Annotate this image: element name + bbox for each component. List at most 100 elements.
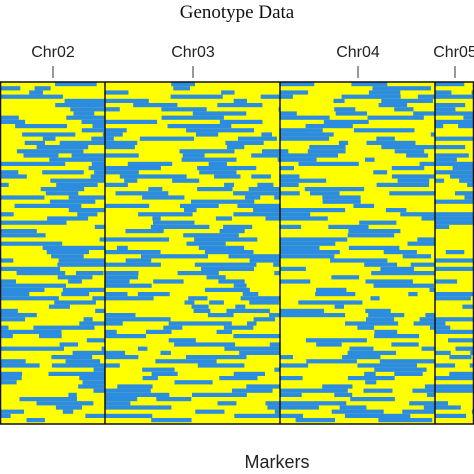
- heatmap-cell-allele-b: [57, 262, 105, 267]
- heatmap-cell-allele-b: [105, 334, 146, 339]
- heatmap-cell-allele-b: [181, 157, 237, 162]
- heatmap-cell-allele-b: [45, 191, 79, 196]
- heatmap-cell-allele-b: [105, 317, 171, 322]
- heatmap-cell-allele-b: [219, 376, 258, 381]
- heatmap-cell-allele-b: [435, 199, 474, 204]
- heatmap-cell-allele-b: [280, 392, 302, 397]
- heatmap-cell-allele-b: [47, 216, 89, 221]
- heatmap-cell-allele-b: [452, 166, 474, 171]
- heatmap-cell-allele-b: [24, 140, 45, 145]
- heatmap-cell-allele-b: [148, 187, 163, 192]
- heatmap-cell-allele-b: [62, 287, 105, 292]
- heatmap-cell-allele-b: [233, 334, 280, 339]
- heatmap-cell-allele-b: [137, 346, 148, 351]
- chart-title: Genotype Data: [179, 2, 295, 23]
- heatmap-cell-allele-b: [280, 224, 302, 229]
- heatmap-cell-allele-b: [345, 321, 399, 326]
- heatmap-cell-allele-b: [105, 397, 138, 402]
- heatmap-cell-allele-b: [93, 388, 105, 393]
- heatmap-cell-allele-b: [105, 119, 158, 124]
- heatmap-cell-allele-b: [225, 140, 264, 145]
- heatmap-cell-allele-b: [365, 380, 377, 385]
- heatmap-cell-allele-b: [334, 304, 344, 309]
- heatmap-cell-allele-b: [237, 203, 280, 208]
- heatmap-cell-allele-b: [105, 413, 153, 418]
- heatmap-cell-allele-b: [280, 216, 328, 221]
- heatmap-cell-allele-b: [172, 178, 200, 183]
- heatmap-cell-allele-b: [410, 262, 435, 267]
- heatmap-cell-allele-b: [419, 317, 435, 322]
- heatmap-cell-allele-b: [197, 363, 245, 368]
- heatmap-cell-allele-b: [322, 384, 353, 389]
- heatmap-cell-allele-b: [247, 321, 257, 326]
- heatmap-cell-allele-b: [280, 174, 300, 179]
- heatmap-cell-allele-b: [59, 342, 78, 347]
- heatmap-cell-allele-b: [79, 321, 105, 326]
- heatmap-cell-allele-b: [280, 178, 327, 183]
- heatmap-cell-allele-b: [51, 254, 84, 259]
- heatmap-cell-allele-b: [75, 271, 104, 276]
- heatmap-cell-allele-b: [331, 409, 384, 414]
- heatmap-cell-allele-b: [429, 287, 435, 292]
- heatmap-cell-allele-b: [40, 187, 85, 192]
- heatmap-cell-allele-b: [298, 300, 363, 305]
- heatmap-cell-allele-b: [209, 300, 224, 305]
- heatmap-cell-allele-b: [334, 392, 353, 397]
- heatmap-cell-allele-b: [15, 124, 68, 129]
- heatmap-cell-allele-b: [142, 367, 175, 372]
- heatmap-cell-allele-b: [64, 98, 105, 103]
- heatmap-cell-allele-b: [141, 254, 208, 259]
- heatmap-cell-allele-b: [280, 401, 347, 406]
- heatmap-cell-allele-b: [449, 355, 472, 360]
- heatmap-cell-allele-b: [105, 166, 161, 171]
- heatmap-cell-allele-b: [156, 397, 192, 402]
- heatmap-cell-allele-b: [459, 178, 474, 183]
- heatmap-cell-allele-b: [335, 111, 367, 116]
- heatmap-cell-allele-b: [191, 304, 209, 309]
- heatmap-cell-allele-b: [409, 401, 435, 406]
- heatmap-cell-allele-b: [151, 371, 178, 376]
- heatmap-cell-allele-b: [79, 376, 105, 381]
- heatmap-cell-allele-b: [280, 82, 315, 87]
- heatmap-cell-allele-b: [421, 346, 435, 351]
- heatmap-cell-allele-b: [207, 313, 234, 318]
- heatmap-cell-allele-b: [59, 140, 105, 145]
- heatmap-cell-allele-b: [435, 178, 445, 183]
- heatmap-cell-allele-b: [105, 140, 138, 145]
- heatmap-cell-allele-b: [0, 279, 16, 284]
- heatmap-cell-allele-b: [192, 392, 247, 397]
- heatmap-cell-allele-b: [61, 292, 90, 297]
- heatmap-cell-allele-b: [0, 220, 67, 225]
- heatmap-cell-allele-b: [82, 380, 105, 385]
- heatmap-cell-allele-b: [406, 153, 429, 158]
- heatmap-cell-allele-b: [105, 203, 150, 208]
- heatmap-cell-allele-b: [232, 388, 273, 393]
- heatmap-cell-allele-b: [0, 258, 14, 263]
- heatmap-cell-allele-b: [68, 208, 105, 213]
- heatmap-cell-allele-b: [251, 174, 271, 179]
- heatmap-cell-allele-b: [435, 363, 456, 368]
- heatmap-cell-allele-b: [347, 376, 395, 381]
- heatmap-cell-allele-b: [435, 376, 474, 381]
- heatmap-cell-allele-b: [223, 224, 253, 229]
- heatmap-cells: [0, 82, 474, 423]
- heatmap-cell-allele-b: [0, 170, 19, 175]
- heatmap-cell-allele-b: [105, 388, 151, 393]
- heatmap-cell-allele-b: [105, 392, 170, 397]
- heatmap-cell-allele-b: [371, 271, 435, 276]
- heatmap-cell-allele-b: [0, 161, 66, 166]
- heatmap-cell-allele-b: [0, 409, 24, 414]
- heatmap-cell-allele-b: [125, 229, 164, 234]
- heatmap-cell-allele-b: [68, 195, 105, 200]
- heatmap-cell-allele-b: [374, 367, 427, 372]
- heatmap-cell-allele-b: [449, 371, 474, 376]
- heatmap-cell-allele-b: [385, 208, 407, 213]
- heatmap-cell-allele-b: [0, 195, 45, 200]
- heatmap-cell-allele-b: [407, 241, 435, 246]
- heatmap-cell-allele-b: [217, 103, 263, 108]
- heatmap-cell-allele-b: [88, 166, 105, 171]
- heatmap-cell-allele-b: [280, 115, 330, 120]
- heatmap-cell-allele-b: [274, 195, 280, 200]
- heatmap-cell-allele-b: [402, 254, 431, 259]
- heatmap-cell-allele-b: [280, 355, 293, 360]
